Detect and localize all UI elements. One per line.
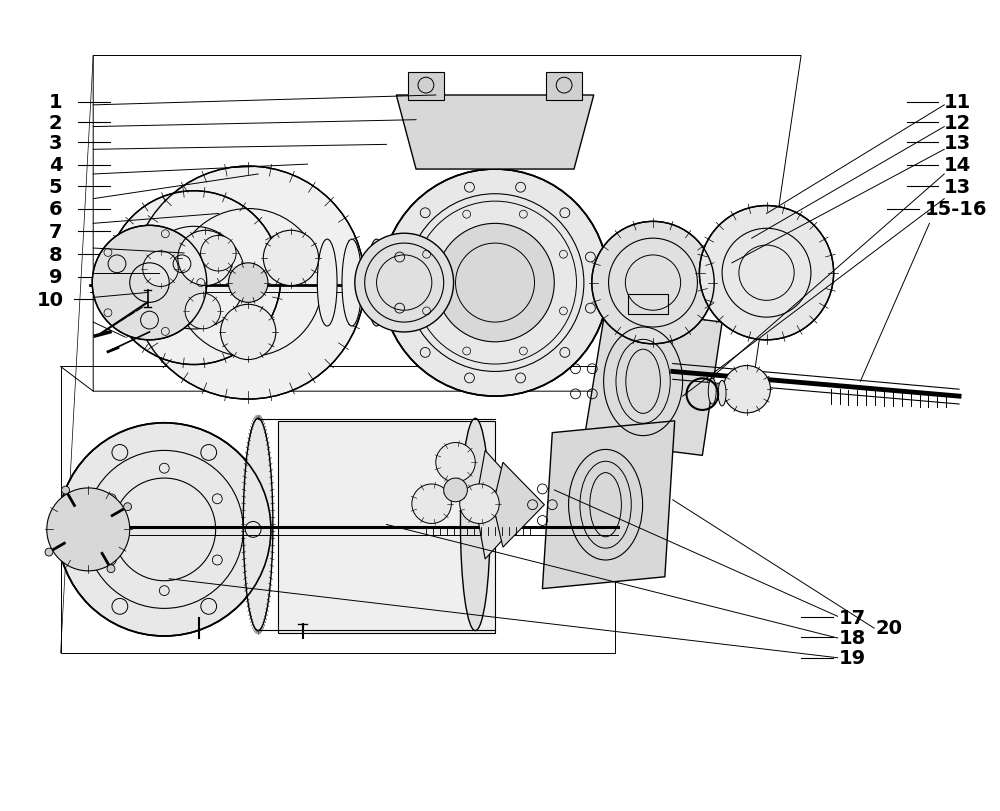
Text: 18: 18 — [839, 629, 866, 647]
Text: 9: 9 — [49, 268, 62, 287]
Text: 5: 5 — [49, 178, 62, 196]
Bar — [278, 421, 495, 633]
Ellipse shape — [708, 379, 716, 405]
Circle shape — [723, 366, 770, 414]
Polygon shape — [475, 451, 535, 560]
Text: 10: 10 — [37, 290, 64, 309]
Ellipse shape — [718, 381, 726, 406]
Text: 15-16: 15-16 — [924, 200, 987, 219]
Bar — [408, 73, 444, 101]
Circle shape — [412, 484, 451, 524]
Text: 19: 19 — [839, 648, 866, 667]
Text: 4: 4 — [49, 156, 62, 175]
Text: 20: 20 — [875, 619, 902, 637]
Circle shape — [107, 191, 281, 365]
Circle shape — [436, 443, 475, 483]
Circle shape — [221, 305, 276, 360]
Circle shape — [228, 264, 268, 303]
Circle shape — [436, 224, 554, 342]
Circle shape — [178, 231, 233, 286]
Bar — [546, 73, 582, 101]
Circle shape — [201, 236, 236, 272]
Circle shape — [143, 251, 178, 287]
Circle shape — [355, 234, 454, 333]
Circle shape — [381, 169, 609, 397]
Text: 1: 1 — [49, 93, 62, 113]
Ellipse shape — [243, 418, 273, 631]
Ellipse shape — [317, 240, 337, 327]
Circle shape — [444, 478, 467, 502]
Text: 17: 17 — [839, 608, 866, 627]
Circle shape — [263, 231, 319, 286]
Text: 6: 6 — [49, 200, 62, 219]
Text: 11: 11 — [944, 93, 971, 113]
Text: 7: 7 — [49, 222, 62, 241]
Text: 3: 3 — [49, 133, 62, 152]
Circle shape — [107, 565, 115, 573]
Circle shape — [58, 423, 271, 637]
Circle shape — [699, 206, 834, 341]
Circle shape — [460, 484, 499, 524]
Polygon shape — [584, 308, 722, 456]
Text: 8: 8 — [49, 246, 62, 264]
Polygon shape — [542, 421, 675, 589]
Text: 14: 14 — [944, 156, 971, 175]
Circle shape — [62, 487, 70, 495]
Polygon shape — [493, 463, 544, 547]
Circle shape — [124, 503, 132, 511]
Ellipse shape — [460, 418, 490, 631]
Circle shape — [132, 167, 365, 400]
Circle shape — [92, 226, 207, 341]
Text: 12: 12 — [944, 114, 971, 132]
Circle shape — [185, 294, 221, 329]
Circle shape — [47, 488, 130, 571]
Ellipse shape — [367, 240, 386, 327]
Polygon shape — [396, 96, 594, 169]
Text: 13: 13 — [944, 133, 971, 152]
Text: 13: 13 — [944, 178, 971, 196]
Circle shape — [45, 548, 53, 556]
Ellipse shape — [342, 240, 362, 327]
Circle shape — [592, 222, 714, 345]
Bar — [628, 295, 668, 315]
Text: 2: 2 — [49, 114, 62, 132]
